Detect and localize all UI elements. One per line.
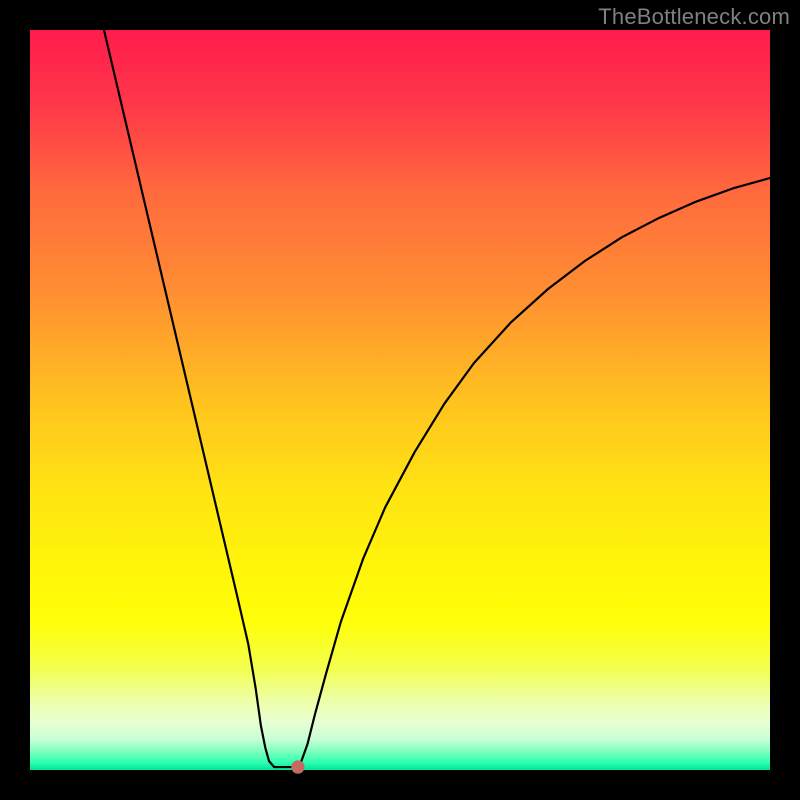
gradient-background xyxy=(30,30,770,770)
bottleneck-chart xyxy=(0,0,800,800)
watermark-text: TheBottleneck.com xyxy=(598,4,790,30)
chart-container: TheBottleneck.com xyxy=(0,0,800,800)
optimal-point-marker xyxy=(291,760,304,773)
